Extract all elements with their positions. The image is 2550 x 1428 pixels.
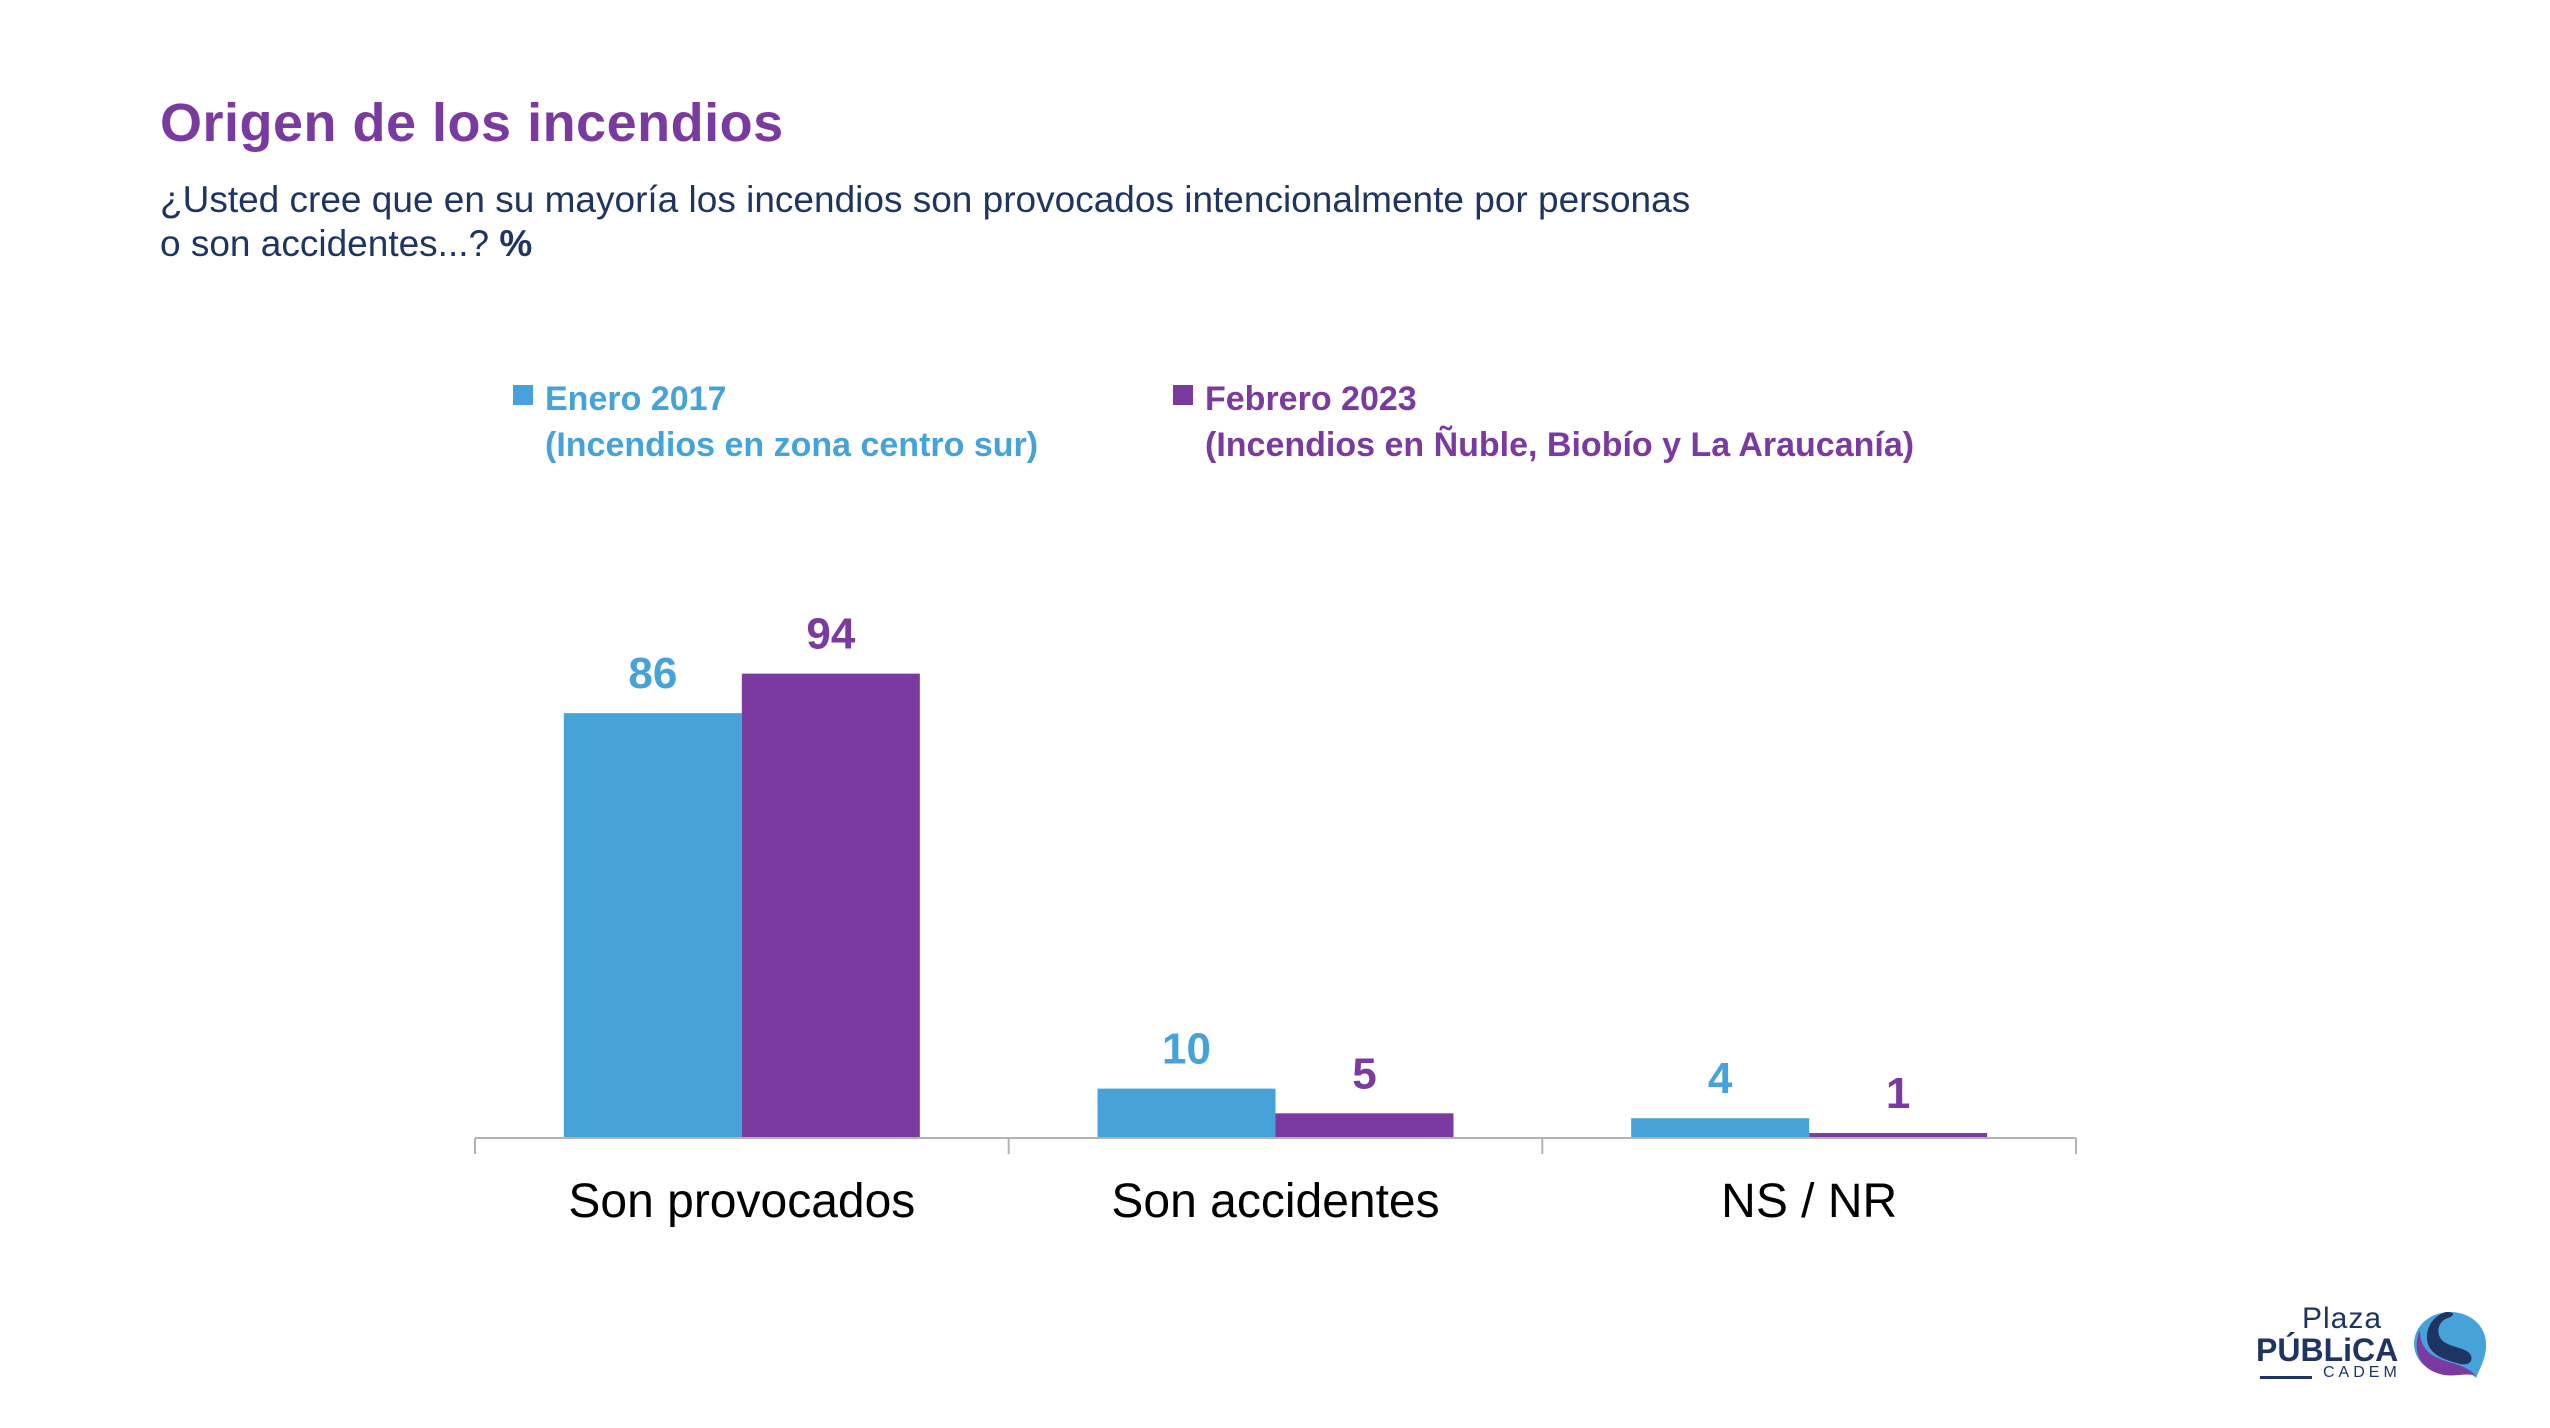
chart-title: Origen de los incendios: [160, 93, 784, 153]
bar-enero-2017: [1631, 1118, 1810, 1138]
data-label: 86: [628, 649, 677, 698]
subtitle-line-1: ¿Usted cree que en su mayoría los incend…: [160, 179, 1691, 220]
legend-sublabel: (Incendios en Ñuble, Biobío y La Araucan…: [1205, 426, 1915, 464]
bar-febrero-2023: [1809, 1133, 1988, 1138]
bar-febrero-2023: [741, 673, 920, 1138]
plaza-publica-cadem-logo: Plaza PÚBLiCA CADEM: [2250, 1300, 2540, 1400]
logo-text-cadem: CADEM: [2323, 1364, 2401, 1381]
legend-swatch-purple: [1173, 385, 1193, 405]
subtitle-line-2: o son accidentes...?: [160, 223, 500, 264]
bar-enero-2017: [563, 713, 742, 1138]
category-label: NS / NR: [1721, 1175, 1897, 1228]
legend-sublabel: (Incendios en zona centro sur): [545, 426, 1039, 464]
legend-label: Febrero 2023: [1205, 380, 1417, 418]
data-label: 4: [1708, 1054, 1733, 1103]
bar-enero-2017: [1097, 1088, 1276, 1138]
logo-text-publica: PÚBLiCA: [2256, 1332, 2399, 1368]
logo-underline: [2260, 1376, 2312, 1379]
legend-swatch-blue: [513, 385, 533, 405]
chart-subtitle: ¿Usted cree que en su mayoría los incend…: [160, 178, 1690, 266]
data-label: 94: [806, 610, 855, 659]
category-label: Son provocados: [568, 1175, 915, 1228]
data-label: 10: [1162, 1025, 1211, 1074]
data-label: 1: [1886, 1069, 1910, 1118]
bar-febrero-2023: [1275, 1113, 1454, 1138]
legend-label: Enero 2017: [545, 380, 727, 418]
category-label: Son accidentes: [1111, 1175, 1439, 1228]
data-label: 5: [1352, 1049, 1376, 1098]
logo-text-plaza: Plaza: [2302, 1302, 2383, 1335]
speech-bubble-logo-icon: [2414, 1312, 2487, 1378]
subtitle-unit: %: [499, 223, 533, 264]
